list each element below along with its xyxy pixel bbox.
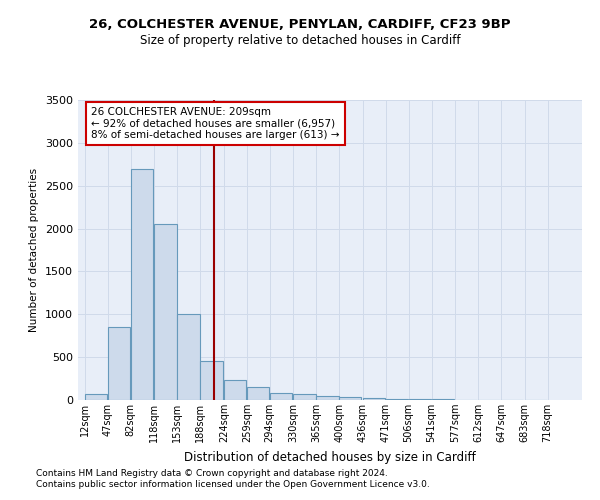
Y-axis label: Number of detached properties: Number of detached properties bbox=[29, 168, 40, 332]
Text: Contains public sector information licensed under the Open Government Licence v3: Contains public sector information licen… bbox=[36, 480, 430, 489]
Bar bbox=[131, 168, 153, 400]
Bar bbox=[270, 393, 292, 400]
Text: Size of property relative to detached houses in Cardiff: Size of property relative to detached ho… bbox=[140, 34, 460, 47]
Bar bbox=[247, 387, 269, 400]
Bar bbox=[224, 380, 246, 400]
Bar bbox=[409, 399, 431, 400]
Text: 26 COLCHESTER AVENUE: 209sqm
← 92% of detached houses are smaller (6,957)
8% of : 26 COLCHESTER AVENUE: 209sqm ← 92% of de… bbox=[91, 107, 340, 140]
Bar bbox=[339, 397, 361, 400]
Bar bbox=[177, 314, 200, 400]
Bar bbox=[200, 362, 223, 400]
Bar bbox=[363, 398, 385, 400]
Bar bbox=[108, 327, 130, 400]
Bar bbox=[293, 394, 316, 400]
X-axis label: Distribution of detached houses by size in Cardiff: Distribution of detached houses by size … bbox=[184, 450, 476, 464]
Bar bbox=[85, 394, 107, 400]
Text: 26, COLCHESTER AVENUE, PENYLAN, CARDIFF, CF23 9BP: 26, COLCHESTER AVENUE, PENYLAN, CARDIFF,… bbox=[89, 18, 511, 30]
Bar bbox=[316, 396, 338, 400]
Text: Contains HM Land Registry data © Crown copyright and database right 2024.: Contains HM Land Registry data © Crown c… bbox=[36, 468, 388, 477]
Bar bbox=[154, 224, 176, 400]
Bar bbox=[386, 398, 408, 400]
